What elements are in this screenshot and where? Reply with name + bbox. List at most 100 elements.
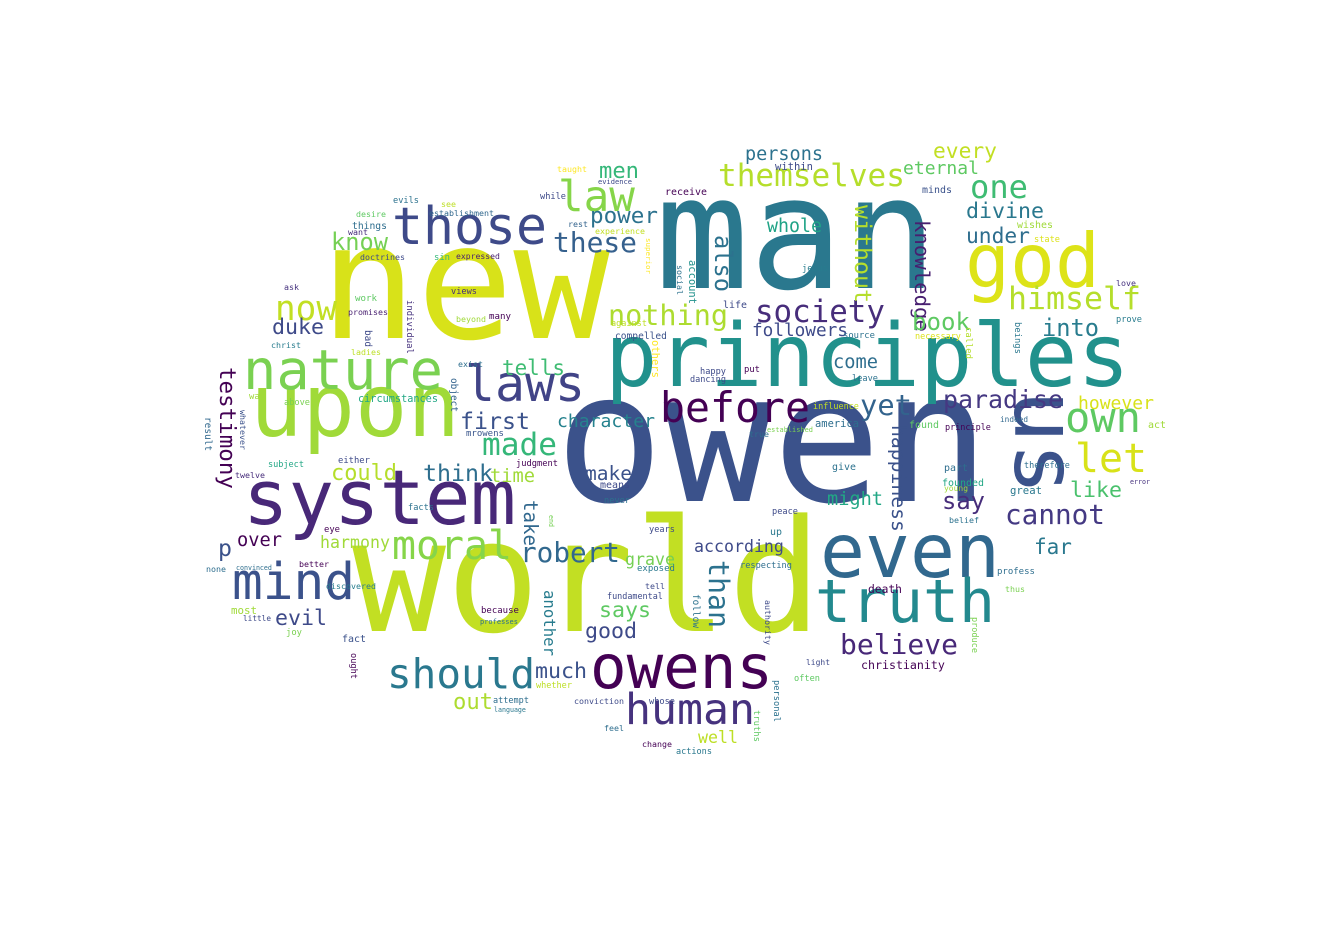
word-compelled: compelled [615, 331, 667, 343]
word-divine: divine [966, 198, 1044, 224]
word-individual: individual [404, 300, 415, 354]
word-personal: personal [770, 680, 781, 722]
word-new: new [320, 188, 610, 376]
word-harmony: harmony [320, 532, 390, 552]
word-duke: duke [272, 314, 324, 340]
word-evidence: evidence [598, 176, 632, 186]
word-establishment: establishment [429, 208, 494, 219]
word-into: into [1042, 314, 1099, 343]
word-belief: belief [949, 515, 979, 526]
word-whole: whole [767, 216, 822, 238]
word-indeed: indeed [1000, 415, 1028, 425]
word-influence: influence [813, 401, 859, 412]
word-fundamental: fundamental [607, 591, 663, 602]
word-result: result [202, 417, 214, 451]
word-paradise: paradise [943, 385, 1063, 415]
word-error: error [1130, 477, 1150, 486]
word-respecting: respecting [740, 561, 792, 572]
word-want: want [348, 227, 368, 238]
word-nothing: nothing [608, 299, 728, 333]
word-like: like [1070, 477, 1122, 503]
word-love: love [1116, 278, 1136, 289]
word-attempt: attempt [493, 696, 529, 707]
word-professes: professes [480, 616, 518, 626]
word-better: better [299, 559, 329, 570]
word-ought: ought [347, 653, 358, 679]
word-judgment: judgment [516, 459, 558, 470]
word-end: end [546, 515, 555, 527]
word-superior: superior [643, 238, 653, 274]
word-mrowens: mrowens [466, 429, 504, 440]
word-receive: receive [665, 187, 707, 198]
word-themselves: themselves [718, 157, 905, 194]
word-happy: happy [700, 367, 726, 378]
word-profess: profess [997, 567, 1035, 578]
word-before: before [660, 382, 810, 432]
word-found: found [909, 420, 939, 431]
word-feel: feel [604, 723, 624, 734]
word-owen: owen [555, 332, 990, 544]
word-first: first [460, 408, 530, 436]
word-let: let [1075, 436, 1147, 483]
word-most: most [231, 603, 257, 617]
word-evil: evil [275, 605, 327, 631]
word-good: good [585, 618, 637, 644]
word-source: source [843, 331, 875, 342]
word-above: above [284, 398, 310, 409]
word-experience: experience [595, 226, 645, 237]
word-within: within [775, 160, 813, 173]
word-dancing: dancing [690, 375, 726, 386]
word-book: book [912, 308, 970, 337]
word-human: human [625, 685, 755, 736]
word-law: law [558, 172, 635, 223]
word-part: part [944, 463, 968, 474]
word-see: see [441, 199, 456, 210]
word-happiness: happiness [886, 425, 910, 532]
word-because: because [481, 606, 519, 617]
word-social: social [675, 265, 686, 295]
word-language: language [494, 705, 526, 714]
word-eye: eye [324, 525, 340, 536]
word-exposed: exposed [637, 564, 675, 575]
word-therefore: therefore [1024, 460, 1070, 471]
word-grave: grave [625, 549, 675, 569]
word-truths: truths [750, 710, 761, 742]
word-exist: exist [458, 359, 483, 370]
word-world: world [352, 485, 822, 668]
word-men: men [599, 157, 639, 184]
word-whatever: whatever [238, 410, 249, 450]
word-should: should [387, 649, 535, 698]
word-however: however [1078, 393, 1154, 415]
word-others: others [649, 340, 662, 378]
word-act: act [1148, 420, 1166, 431]
word-tell: tell [645, 581, 665, 592]
word-work: work [355, 294, 377, 305]
word-principles: principles [605, 304, 1130, 407]
word-these: these [553, 226, 637, 260]
word-could: could [331, 460, 397, 486]
word-cannot: cannot [1005, 498, 1105, 532]
word-way: way [249, 392, 265, 403]
word-object: object [448, 378, 460, 412]
word-joy: joy [286, 628, 302, 639]
word-follow: follow [690, 594, 702, 628]
word-robert: robert [520, 536, 620, 570]
word-taught: taught [557, 164, 587, 175]
word-wishes: wishes [1017, 220, 1053, 231]
word-state: state [1034, 235, 1060, 246]
word-beings: beings [1011, 322, 1022, 354]
word-persons: persons [745, 144, 823, 166]
word-life: life [723, 300, 747, 311]
word-says: says [599, 597, 651, 623]
word-under: under [966, 223, 1030, 249]
word-without: without [848, 205, 876, 303]
word-expressed: expressed [456, 251, 500, 262]
word-necessary: necessary [915, 331, 961, 342]
word-established: established [767, 425, 813, 434]
word-views: views [451, 287, 477, 298]
word-fact: fact [342, 634, 366, 645]
word-owens: owens [590, 632, 773, 703]
word-eternal: eternal [903, 158, 979, 180]
word-one: one [970, 167, 1028, 206]
word-evils: evils [393, 196, 419, 207]
